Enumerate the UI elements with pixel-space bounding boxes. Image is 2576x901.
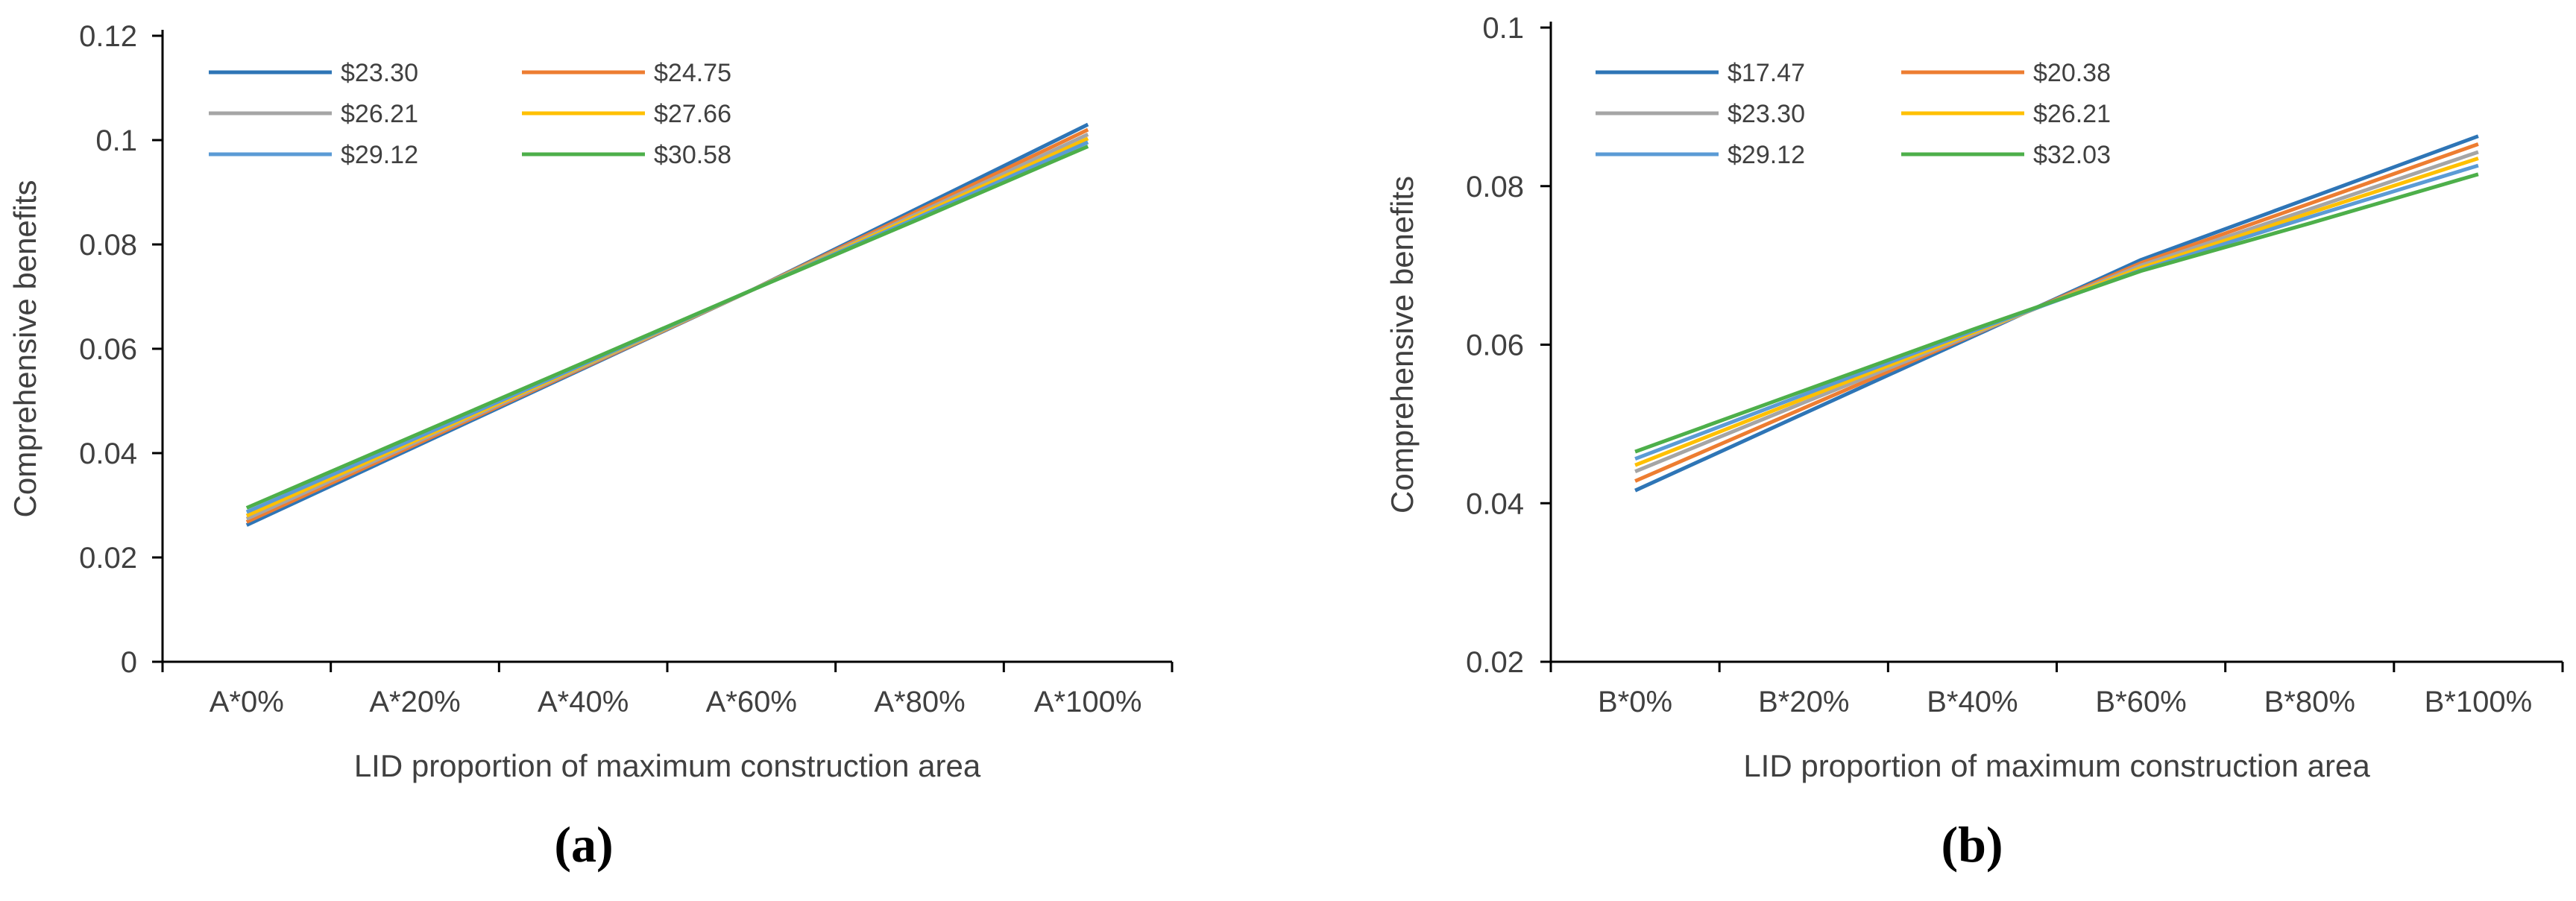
y-axis-title: Comprehensive benefits xyxy=(7,180,42,518)
x-tick-label: B*40% xyxy=(1927,686,2018,718)
x-tick-label: B*60% xyxy=(2095,686,2186,718)
x-axis-title: LID proportion of maximum construction a… xyxy=(354,748,981,783)
chart-b: 0.02 0.04 0.06 0.08 0.1 B*0% B*20% B*40% B*60% B*… xyxy=(1385,12,2564,873)
x-tick-label: B*80% xyxy=(2264,686,2355,718)
legend-label: $27.66 xyxy=(654,100,731,128)
legend-label: $24.75 xyxy=(654,59,731,87)
x-tick-label: A*0% xyxy=(210,686,284,718)
panel-label: (b) xyxy=(1941,816,2003,873)
x-tick-label: B*100% xyxy=(2425,686,2533,718)
legend-label: $29.12 xyxy=(341,141,418,169)
x-tick-label: A*20% xyxy=(369,686,460,718)
y-tick-label: 0.12 xyxy=(79,20,137,53)
x-tick-label: A*80% xyxy=(874,686,965,718)
x-tick-label: B*20% xyxy=(1758,686,1849,718)
y-tick-label: 0.08 xyxy=(1466,171,1524,203)
series-line xyxy=(245,145,1089,510)
y-tick-label: 0 xyxy=(121,646,137,679)
panel-label: (a) xyxy=(554,816,613,873)
legend-label: $26.21 xyxy=(2033,100,2111,128)
x-tick-label: B*0% xyxy=(1598,686,1672,718)
y-tick-label: 0.1 xyxy=(1482,12,1524,45)
x-tick-label: A*40% xyxy=(538,686,629,718)
legend-label: $30.58 xyxy=(654,141,731,169)
y-tick-label: 0.04 xyxy=(1466,487,1524,520)
legend-label: $26.21 xyxy=(341,100,418,128)
y-tick-label: 0.08 xyxy=(79,229,137,262)
legend-label: $17.47 xyxy=(1728,59,1805,87)
x-tick-label: A*100% xyxy=(1034,686,1142,718)
y-tick-label: 0.06 xyxy=(1466,329,1524,362)
chart-a: 0 0.02 0.04 0.06 0.08 0.1 0.12 A*0% A*20% A*40% A*… xyxy=(7,20,1174,873)
y-axis-title: Comprehensive benefits xyxy=(1385,176,1420,513)
x-axis-title: LID proportion of maximum construction a… xyxy=(1743,748,2370,783)
legend-label: $23.30 xyxy=(341,59,418,87)
y-tick-label: 0.02 xyxy=(79,542,137,575)
y-tick-label: 0.06 xyxy=(79,333,137,366)
legend-label: $32.03 xyxy=(2033,141,2111,169)
legend-label: $23.30 xyxy=(1728,100,1805,128)
legend-label: $20.38 xyxy=(2033,59,2111,87)
y-tick-label: 0.02 xyxy=(1466,646,1524,679)
y-tick-label: 0.1 xyxy=(95,124,137,157)
legend-label: $29.12 xyxy=(1728,141,1805,169)
y-tick-label: 0.04 xyxy=(79,437,137,470)
series-line xyxy=(1634,172,2479,454)
x-tick-label: A*60% xyxy=(706,686,797,718)
